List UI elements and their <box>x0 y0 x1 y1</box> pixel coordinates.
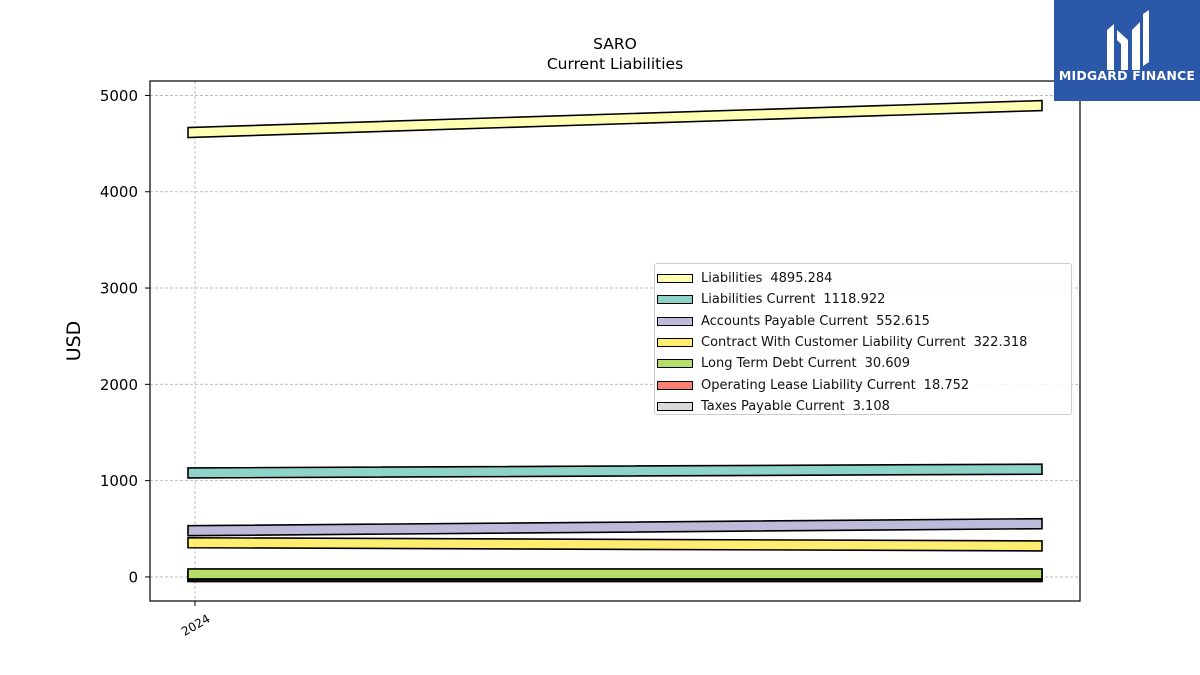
y-tick-label: 0 <box>128 568 138 586</box>
brand-logo: MIDGARD FINANCE <box>1054 0 1200 101</box>
legend-entry: Long Term Debt Current 30.609 <box>655 353 1071 374</box>
series-line-liabilities-current <box>187 463 1043 479</box>
legend-entry: Taxes Payable Current 3.108 <box>655 396 1071 417</box>
logo-text: MIDGARD FINANCE <box>1058 68 1196 83</box>
y-tick-label: 4000 <box>100 183 138 201</box>
legend-swatch <box>657 338 693 348</box>
y-tick-label: 5000 <box>100 87 138 105</box>
y-tick-label: 1000 <box>100 472 138 490</box>
chart-title: SARO <box>593 35 637 53</box>
legend-value: 18.752 <box>923 377 970 393</box>
legend-label: Liabilities <box>701 271 763 287</box>
midgard-m-icon <box>1107 10 1149 70</box>
legend-swatch <box>657 274 693 284</box>
axes: 0 1000 2000 3000 4000 5000 2024 USD <box>63 80 1081 639</box>
series-line-accounts-payable-current <box>187 517 1043 537</box>
legend-swatch <box>657 295 693 305</box>
legend-entry: Liabilities 4895.284 <box>655 268 1071 289</box>
legend-label: Taxes Payable Current <box>701 398 845 414</box>
legend-label: Liabilities Current <box>701 292 816 308</box>
legend-swatch <box>657 380 693 390</box>
series-line-contract-with-customer-liability-current <box>187 536 1043 552</box>
x-tick-label: 2024 <box>179 611 212 638</box>
legend-label: Contract With Customer Liability Current <box>701 335 966 351</box>
legend-value: 4895.284 <box>770 271 833 287</box>
plot-frame <box>149 80 1081 602</box>
legend-value: 30.609 <box>864 356 911 372</box>
grid-lines <box>150 81 1080 601</box>
chart-subtitle: Current Liabilities <box>546 55 684 73</box>
y-tick-label: 2000 <box>100 376 138 394</box>
y-tick-label: 3000 <box>100 280 138 298</box>
legend-value: 552.615 <box>876 313 930 329</box>
legend-swatch <box>657 401 693 411</box>
legend-value: 322.318 <box>973 335 1028 351</box>
legend-value: 3.108 <box>852 398 890 414</box>
legend-entry: Accounts Payable Current 552.615 <box>655 311 1071 332</box>
chart-legend: Liabilities 4895.284 Liabilities Current 11… <box>654 263 1072 415</box>
legend-swatch <box>657 316 693 326</box>
legend-label: Accounts Payable Current <box>701 313 869 329</box>
legend-label: Operating Lease Liability Current <box>701 377 916 393</box>
chart-title-block: SARO Current Liabilities <box>415 34 815 74</box>
series-line-long-term-debt-current <box>187 568 1043 580</box>
legend-entry: Operating Lease Liability Current 18.752 <box>655 374 1071 395</box>
legend-value: 1118.922 <box>823 292 886 308</box>
series-layer <box>187 99 1043 583</box>
legend-swatch <box>657 359 693 369</box>
series-line-liabilities <box>187 99 1043 139</box>
legend-label: Long Term Debt Current <box>701 356 857 372</box>
y-axis-label: USD <box>63 321 85 362</box>
legend-entry: Contract With Customer Liability Current… <box>655 332 1071 353</box>
legend-entry: Liabilities Current 1118.922 <box>655 289 1071 310</box>
